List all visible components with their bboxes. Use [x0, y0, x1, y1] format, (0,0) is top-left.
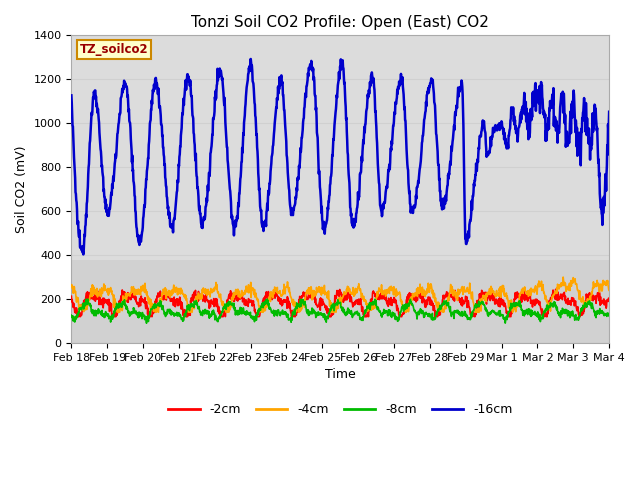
Title: Tonzi Soil CO2 Profile: Open (East) CO2: Tonzi Soil CO2 Profile: Open (East) CO2 [191, 15, 489, 30]
X-axis label: Time: Time [325, 368, 356, 381]
Text: TZ_soilco2: TZ_soilco2 [79, 43, 148, 56]
Bar [72, 260, 609, 343]
Legend: -2cm, -4cm, -8cm, -16cm: -2cm, -4cm, -8cm, -16cm [163, 398, 517, 421]
Y-axis label: Soil CO2 (mV): Soil CO2 (mV) [15, 145, 28, 233]
